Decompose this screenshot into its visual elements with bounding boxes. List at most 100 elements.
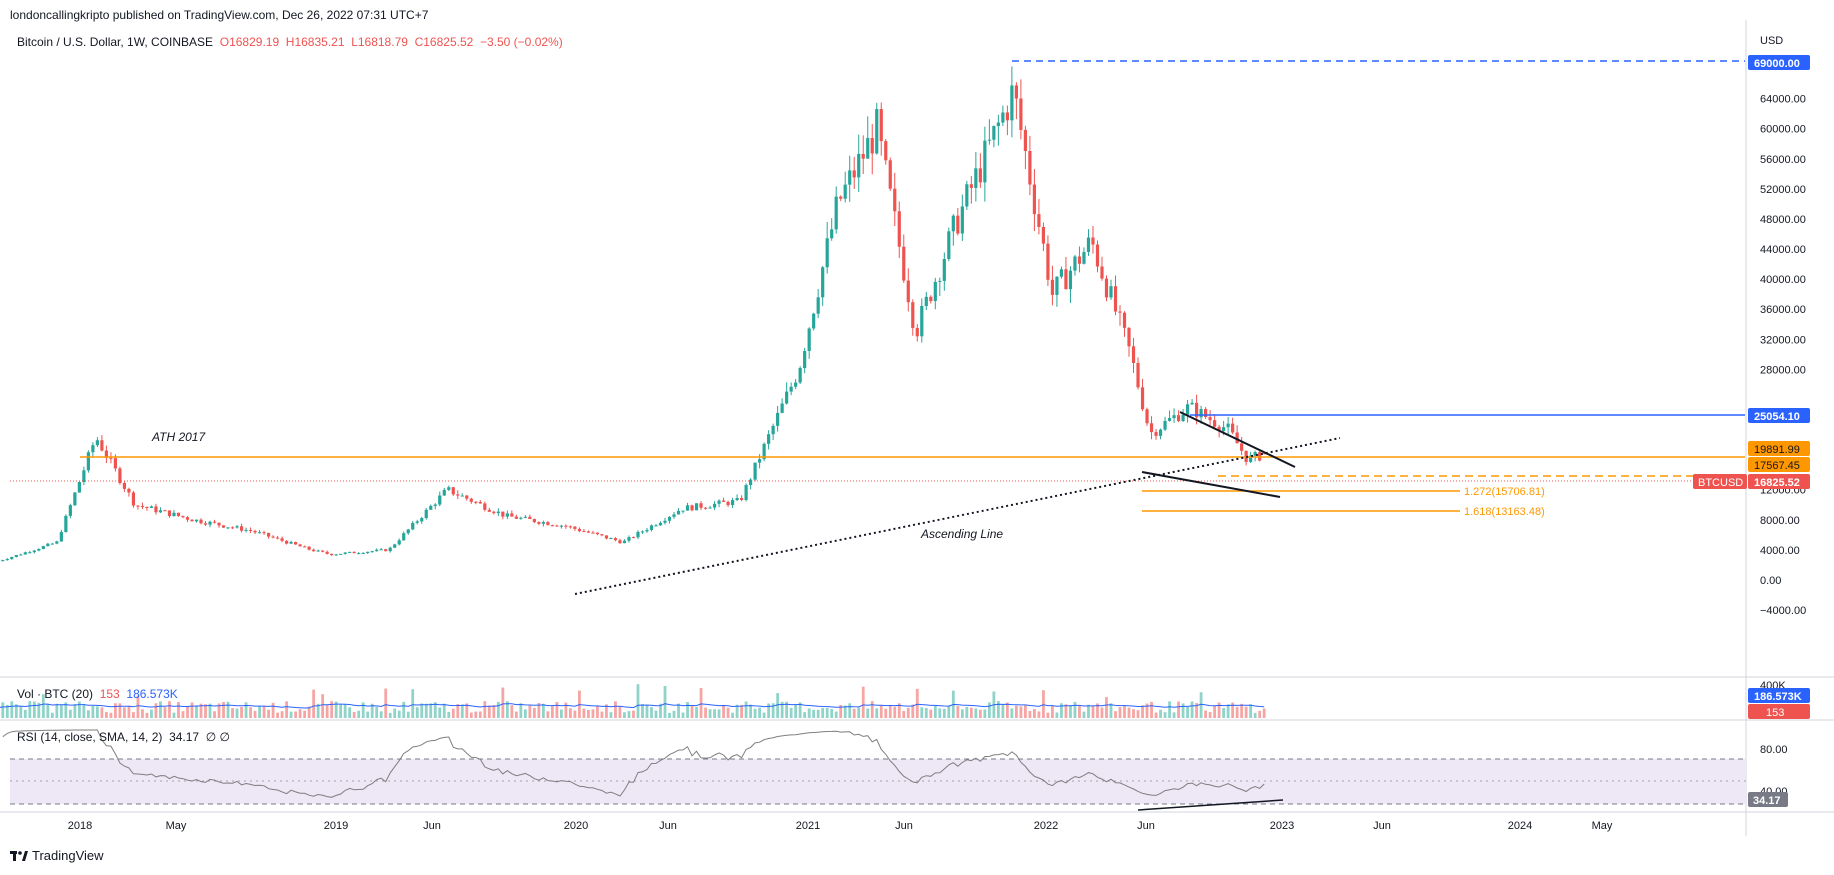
- candle-body: [564, 525, 568, 527]
- volume-bar: [690, 705, 694, 718]
- volume-bar: [1091, 705, 1095, 718]
- rsi-legend[interactable]: RSI (14, close, SMA, 14, 2) 34.17 ∅ ∅: [17, 730, 230, 744]
- volume-bar: [1186, 707, 1189, 718]
- time-axis-label: 2019: [324, 820, 348, 832]
- candle-body: [28, 552, 32, 554]
- candle-body: [1055, 276, 1059, 295]
- volume-bar: [884, 708, 888, 718]
- candle-body: [86, 452, 90, 471]
- volume-bar: [1199, 692, 1203, 718]
- candle-body: [1073, 256, 1077, 271]
- publisher-line: londoncallingkripto published on Trading…: [10, 8, 429, 22]
- rsi-value-tag[interactable]: 34.17: [1748, 792, 1788, 807]
- volume-bar: [731, 712, 734, 718]
- volume-bar: [969, 707, 973, 718]
- candle-body: [294, 541, 298, 545]
- volume-bar: [672, 710, 676, 718]
- volume-bar: [393, 708, 397, 718]
- volume-bar: [86, 710, 90, 718]
- last-price-tag[interactable]: 16825.52: [1748, 474, 1810, 489]
- volume-bar: [1051, 705, 1054, 718]
- volume-bar: [1262, 708, 1266, 718]
- candle-body: [145, 506, 149, 508]
- volume-bar: [307, 706, 311, 718]
- candle-body: [933, 281, 937, 302]
- footer-brand[interactable]: TradingView: [10, 848, 104, 863]
- ath2017-price-tag[interactable]: 19891.99: [1748, 441, 1810, 456]
- volume-bar: [505, 701, 509, 718]
- rsi-band: [10, 759, 1746, 804]
- candle-body: [275, 537, 280, 539]
- volume-bar: [695, 706, 698, 718]
- candle-body: [830, 229, 834, 239]
- volume-bar: [492, 705, 496, 718]
- candle-body: [897, 211, 901, 247]
- volume-ma-tag[interactable]: 186.573K: [1748, 688, 1810, 703]
- candle-body: [857, 153, 861, 178]
- candle-body: [1136, 362, 1140, 388]
- time-axis[interactable]: 2018 May 2019 Jun 2020 Jun 2021 Jun 2022 Jun 2023 J…: [68, 820, 1613, 832]
- ascending-trendline[interactable]: [574, 437, 1341, 595]
- volume-bar: [1222, 708, 1226, 718]
- volume-bar: [59, 704, 63, 718]
- volume-bar: [82, 704, 86, 718]
- candle-body: [406, 529, 410, 534]
- candle-body: [1, 560, 5, 562]
- candle-body: [411, 522, 415, 530]
- symbol-price-tag-text: BTCUSD: [1698, 477, 1743, 489]
- rsi-divergence-line[interactable]: [1137, 799, 1284, 811]
- volume-bar: [1073, 701, 1077, 718]
- time-axis-label: 2018: [68, 820, 92, 832]
- volume-bar: [132, 712, 135, 718]
- candle-body: [384, 549, 388, 552]
- resistance-price-tag[interactable]: 25054.10: [1748, 408, 1810, 423]
- volume-bar: [550, 706, 554, 718]
- candle-body: [109, 457, 113, 459]
- volume-bar: [1024, 705, 1027, 718]
- level-price-tag[interactable]: 17567.45: [1748, 457, 1810, 472]
- volume-bar: [596, 705, 599, 718]
- candle-body: [1122, 312, 1127, 328]
- candle-body: [983, 140, 987, 183]
- volume-bar: [379, 711, 383, 718]
- candle-body: [546, 522, 550, 526]
- candle-body: [1127, 327, 1131, 347]
- volume-bar: [451, 708, 455, 718]
- candle-body: [920, 305, 924, 337]
- wedge-upper-line[interactable]: [1179, 411, 1296, 468]
- candle-body: [478, 502, 482, 504]
- volume-bar: [569, 708, 572, 718]
- volume-value-tag[interactable]: 153: [1748, 704, 1810, 719]
- volume-bar: [1001, 704, 1005, 718]
- candle-body: [68, 505, 72, 516]
- candle-body: [1208, 417, 1212, 421]
- volume-bar: [343, 704, 347, 718]
- volume-bar: [150, 709, 153, 718]
- candle-body: [951, 215, 955, 232]
- candle-body: [181, 515, 185, 518]
- volume-bar: [483, 701, 487, 718]
- candle-body: [613, 538, 618, 541]
- candle-body: [969, 184, 973, 188]
- ath-price-tag-text: 69000.00: [1754, 58, 1800, 70]
- symbol-price-tag[interactable]: BTCUSD: [1693, 474, 1747, 489]
- volume-bar: [681, 712, 685, 718]
- wedge-lower-line[interactable]: [1141, 471, 1281, 498]
- candle-body: [1077, 256, 1082, 264]
- volume-bar: [1190, 701, 1194, 718]
- volume-legend[interactable]: Vol · BTC (20) 153 186.573K: [17, 687, 178, 701]
- candle-body: [95, 440, 99, 446]
- ath-price-tag[interactable]: 69000.00: [1748, 55, 1810, 70]
- candle-body: [257, 532, 262, 534]
- candle-body: [19, 554, 23, 556]
- volume-bar: [1019, 706, 1023, 718]
- rsi-value: 34.17: [169, 730, 200, 744]
- volume-bar: [303, 710, 307, 718]
- volume-bar: [199, 703, 203, 718]
- volume-bar: [1105, 697, 1108, 718]
- candle-body: [262, 532, 266, 534]
- volume-bar: [68, 709, 72, 718]
- symbol-legend[interactable]: Bitcoin / U.S. Dollar, 1W, COINBASE O168…: [17, 35, 563, 49]
- time-axis-label: 2024: [1508, 820, 1532, 832]
